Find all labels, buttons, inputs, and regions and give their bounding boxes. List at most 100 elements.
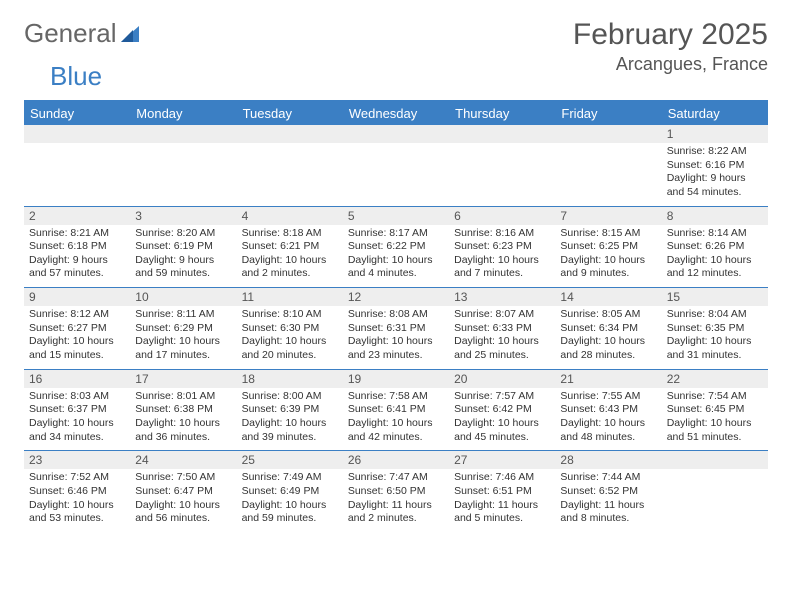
day-number: 7 (555, 207, 661, 225)
calendar-cell: 25Sunrise: 7:49 AMSunset: 6:49 PMDayligh… (237, 451, 343, 532)
cell-body: Sunrise: 7:52 AMSunset: 6:46 PMDaylight:… (24, 469, 130, 532)
sunset-text: Sunset: 6:47 PM (135, 485, 231, 499)
sunrise-text: Sunrise: 7:49 AM (242, 471, 338, 485)
day-number: 8 (662, 207, 768, 225)
day-number (343, 125, 449, 143)
cell-body (343, 143, 449, 151)
daylight-text: Daylight: 10 hours and 45 minutes. (454, 417, 550, 444)
sunrise-text: Sunrise: 8:12 AM (29, 308, 125, 322)
sunset-text: Sunset: 6:29 PM (135, 322, 231, 336)
logo-sail-icon (119, 24, 141, 44)
sunset-text: Sunset: 6:34 PM (560, 322, 656, 336)
daylight-text: Daylight: 10 hours and 36 minutes. (135, 417, 231, 444)
day-number: 16 (24, 370, 130, 388)
sunset-text: Sunset: 6:41 PM (348, 403, 444, 417)
day-number: 9 (24, 288, 130, 306)
sunrise-text: Sunrise: 7:55 AM (560, 390, 656, 404)
sunrise-text: Sunrise: 7:46 AM (454, 471, 550, 485)
daylight-text: Daylight: 9 hours and 59 minutes. (135, 254, 231, 281)
cell-body: Sunrise: 8:04 AMSunset: 6:35 PMDaylight:… (662, 306, 768, 369)
calendar-cell: 9Sunrise: 8:12 AMSunset: 6:27 PMDaylight… (24, 288, 130, 369)
daylight-text: Daylight: 9 hours and 54 minutes. (667, 172, 763, 199)
daylight-text: Daylight: 10 hours and 28 minutes. (560, 335, 656, 362)
day-number: 24 (130, 451, 236, 469)
sunrise-text: Sunrise: 8:16 AM (454, 227, 550, 241)
cell-body: Sunrise: 7:49 AMSunset: 6:49 PMDaylight:… (237, 469, 343, 532)
calendar-cell: 20Sunrise: 7:57 AMSunset: 6:42 PMDayligh… (449, 370, 555, 451)
cell-body: Sunrise: 8:12 AMSunset: 6:27 PMDaylight:… (24, 306, 130, 369)
calendar-cell: 19Sunrise: 7:58 AMSunset: 6:41 PMDayligh… (343, 370, 449, 451)
sunrise-text: Sunrise: 8:08 AM (348, 308, 444, 322)
calendar-cell: 11Sunrise: 8:10 AMSunset: 6:30 PMDayligh… (237, 288, 343, 369)
sunset-text: Sunset: 6:21 PM (242, 240, 338, 254)
calendar-cell: 22Sunrise: 7:54 AMSunset: 6:45 PMDayligh… (662, 370, 768, 451)
sunset-text: Sunset: 6:26 PM (667, 240, 763, 254)
sunset-text: Sunset: 6:52 PM (560, 485, 656, 499)
calendar-cell: 16Sunrise: 8:03 AMSunset: 6:37 PMDayligh… (24, 370, 130, 451)
day-number: 18 (237, 370, 343, 388)
month-title: February 2025 (573, 18, 768, 52)
daylight-text: Daylight: 10 hours and 39 minutes. (242, 417, 338, 444)
day-number: 15 (662, 288, 768, 306)
daylight-text: Daylight: 11 hours and 2 minutes. (348, 499, 444, 526)
day-number (237, 125, 343, 143)
sunrise-text: Sunrise: 8:00 AM (242, 390, 338, 404)
daylight-text: Daylight: 11 hours and 8 minutes. (560, 499, 656, 526)
daylight-text: Daylight: 10 hours and 56 minutes. (135, 499, 231, 526)
daylight-text: Daylight: 9 hours and 57 minutes. (29, 254, 125, 281)
cell-body: Sunrise: 8:05 AMSunset: 6:34 PMDaylight:… (555, 306, 661, 369)
calendar-cell: 12Sunrise: 8:08 AMSunset: 6:31 PMDayligh… (343, 288, 449, 369)
cell-body: Sunrise: 7:55 AMSunset: 6:43 PMDaylight:… (555, 388, 661, 451)
cell-body: Sunrise: 8:14 AMSunset: 6:26 PMDaylight:… (662, 225, 768, 288)
cell-body: Sunrise: 7:46 AMSunset: 6:51 PMDaylight:… (449, 469, 555, 532)
day-number: 20 (449, 370, 555, 388)
sunrise-text: Sunrise: 8:14 AM (667, 227, 763, 241)
sunset-text: Sunset: 6:39 PM (242, 403, 338, 417)
calendar-cell: 17Sunrise: 8:01 AMSunset: 6:38 PMDayligh… (130, 370, 236, 451)
logo: General (24, 18, 139, 49)
cell-body: Sunrise: 8:21 AMSunset: 6:18 PMDaylight:… (24, 225, 130, 288)
day-number: 21 (555, 370, 661, 388)
calendar-cell: 2Sunrise: 8:21 AMSunset: 6:18 PMDaylight… (24, 207, 130, 288)
day-number: 6 (449, 207, 555, 225)
calendar-cell: 24Sunrise: 7:50 AMSunset: 6:47 PMDayligh… (130, 451, 236, 532)
sunset-text: Sunset: 6:45 PM (667, 403, 763, 417)
daylight-text: Daylight: 10 hours and 42 minutes. (348, 417, 444, 444)
cell-body (662, 469, 768, 477)
day-number: 11 (237, 288, 343, 306)
cell-body: Sunrise: 7:57 AMSunset: 6:42 PMDaylight:… (449, 388, 555, 451)
day-number: 4 (237, 207, 343, 225)
sunrise-text: Sunrise: 8:05 AM (560, 308, 656, 322)
cell-body: Sunrise: 8:18 AMSunset: 6:21 PMDaylight:… (237, 225, 343, 288)
daylight-text: Daylight: 10 hours and 20 minutes. (242, 335, 338, 362)
daylight-text: Daylight: 10 hours and 25 minutes. (454, 335, 550, 362)
cell-body: Sunrise: 7:58 AMSunset: 6:41 PMDaylight:… (343, 388, 449, 451)
cell-body: Sunrise: 7:54 AMSunset: 6:45 PMDaylight:… (662, 388, 768, 451)
sunrise-text: Sunrise: 8:07 AM (454, 308, 550, 322)
cell-body: Sunrise: 8:10 AMSunset: 6:30 PMDaylight:… (237, 306, 343, 369)
cell-body: Sunrise: 7:44 AMSunset: 6:52 PMDaylight:… (555, 469, 661, 532)
calendar-cell: 15Sunrise: 8:04 AMSunset: 6:35 PMDayligh… (662, 288, 768, 369)
sunrise-text: Sunrise: 7:57 AM (454, 390, 550, 404)
daylight-text: Daylight: 10 hours and 59 minutes. (242, 499, 338, 526)
sunset-text: Sunset: 6:49 PM (242, 485, 338, 499)
day-number: 1 (662, 125, 768, 143)
calendar-cell (343, 125, 449, 206)
daylight-text: Daylight: 10 hours and 53 minutes. (29, 499, 125, 526)
sunset-text: Sunset: 6:35 PM (667, 322, 763, 336)
sunrise-text: Sunrise: 7:47 AM (348, 471, 444, 485)
daylight-text: Daylight: 10 hours and 31 minutes. (667, 335, 763, 362)
day-number: 5 (343, 207, 449, 225)
calendar-week: 2Sunrise: 8:21 AMSunset: 6:18 PMDaylight… (24, 207, 768, 289)
sunset-text: Sunset: 6:33 PM (454, 322, 550, 336)
cell-body (237, 143, 343, 151)
sunset-text: Sunset: 6:30 PM (242, 322, 338, 336)
calendar-cell: 3Sunrise: 8:20 AMSunset: 6:19 PMDaylight… (130, 207, 236, 288)
cell-body (555, 143, 661, 151)
cell-body: Sunrise: 7:47 AMSunset: 6:50 PMDaylight:… (343, 469, 449, 532)
calendar-cell: 28Sunrise: 7:44 AMSunset: 6:52 PMDayligh… (555, 451, 661, 532)
sunrise-text: Sunrise: 8:01 AM (135, 390, 231, 404)
sunset-text: Sunset: 6:27 PM (29, 322, 125, 336)
cell-body: Sunrise: 8:15 AMSunset: 6:25 PMDaylight:… (555, 225, 661, 288)
calendar-cell: 26Sunrise: 7:47 AMSunset: 6:50 PMDayligh… (343, 451, 449, 532)
